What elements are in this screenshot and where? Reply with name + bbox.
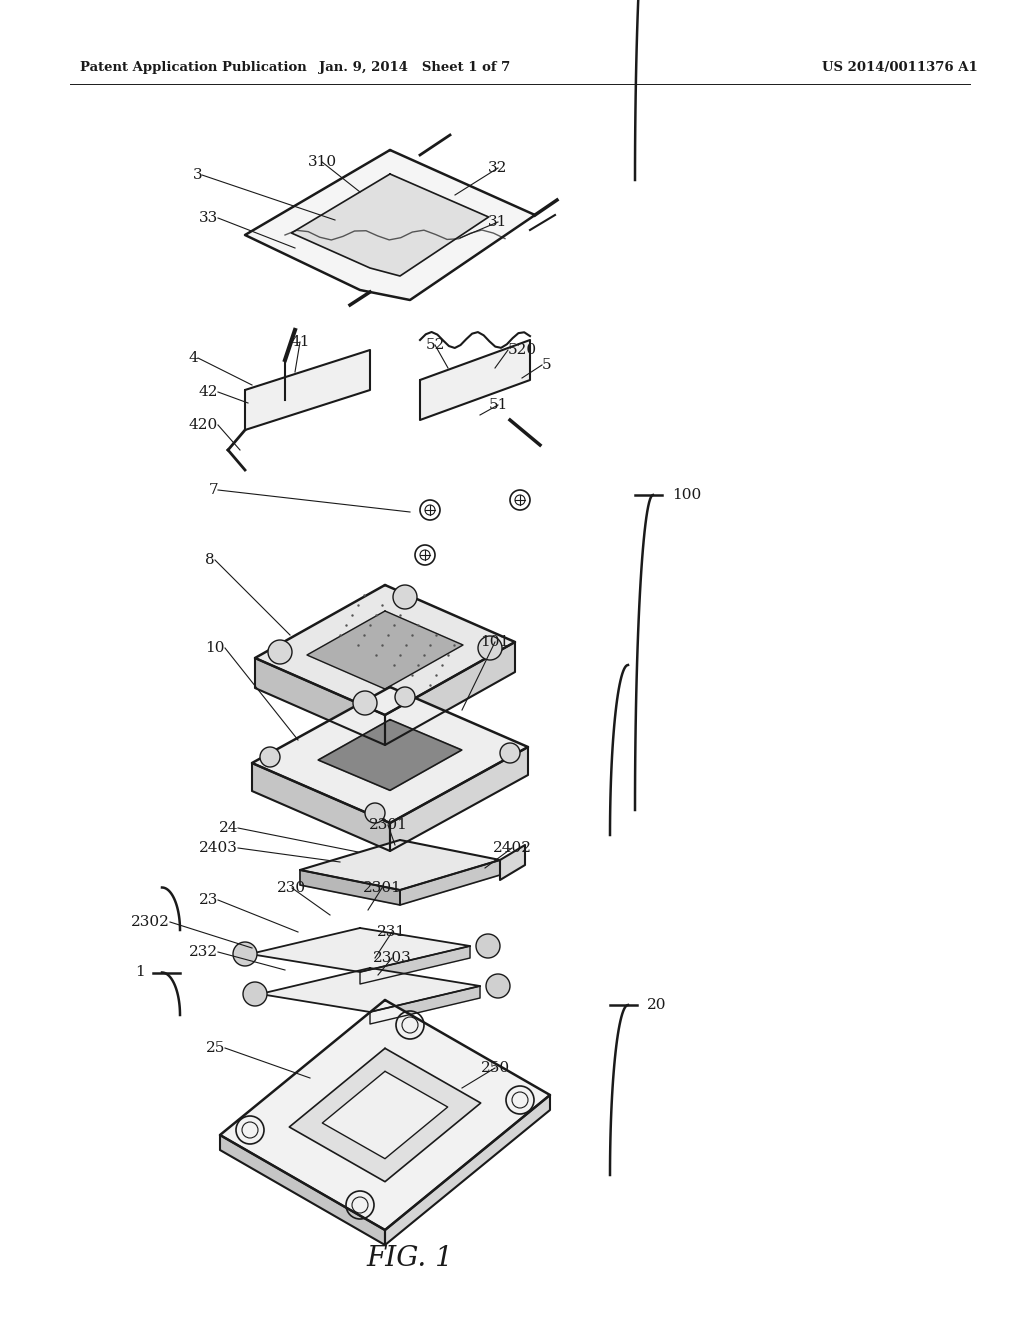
Text: FIG. 1: FIG. 1	[367, 1245, 454, 1271]
Text: 100: 100	[672, 488, 701, 502]
Polygon shape	[300, 840, 500, 890]
Circle shape	[486, 974, 510, 998]
Text: 23: 23	[199, 894, 218, 907]
Polygon shape	[255, 585, 515, 715]
Text: 42: 42	[199, 385, 218, 399]
Text: 1: 1	[135, 965, 145, 979]
Text: 101: 101	[480, 635, 510, 649]
Text: 20: 20	[647, 998, 667, 1012]
Polygon shape	[385, 1096, 550, 1245]
Polygon shape	[390, 747, 528, 851]
Polygon shape	[370, 986, 480, 1024]
Polygon shape	[420, 341, 530, 420]
Text: 310: 310	[307, 154, 337, 169]
Polygon shape	[385, 642, 515, 744]
Polygon shape	[220, 1001, 550, 1230]
Polygon shape	[252, 763, 390, 851]
Text: 2302: 2302	[131, 915, 170, 929]
Text: Patent Application Publication: Patent Application Publication	[80, 62, 307, 74]
Polygon shape	[220, 1135, 385, 1245]
Text: 5: 5	[542, 358, 552, 372]
Polygon shape	[307, 611, 463, 689]
Polygon shape	[245, 150, 535, 300]
Circle shape	[243, 982, 267, 1006]
Polygon shape	[300, 870, 400, 906]
Text: 8: 8	[206, 553, 215, 568]
Polygon shape	[245, 350, 370, 430]
Text: 2402: 2402	[493, 841, 531, 855]
Text: Jan. 9, 2014   Sheet 1 of 7: Jan. 9, 2014 Sheet 1 of 7	[319, 62, 511, 74]
Circle shape	[395, 686, 415, 708]
Circle shape	[476, 935, 500, 958]
Text: 231: 231	[378, 925, 407, 939]
Text: 51: 51	[488, 399, 508, 412]
Text: 31: 31	[488, 215, 508, 228]
Text: 2303: 2303	[373, 950, 412, 965]
Polygon shape	[360, 946, 470, 983]
Circle shape	[233, 942, 257, 966]
Circle shape	[393, 585, 417, 609]
Text: 2403: 2403	[199, 841, 238, 855]
Polygon shape	[292, 174, 488, 276]
Polygon shape	[500, 845, 525, 880]
Text: 25: 25	[206, 1041, 225, 1055]
Circle shape	[478, 636, 502, 660]
Polygon shape	[250, 928, 470, 972]
Text: 32: 32	[488, 161, 508, 176]
Circle shape	[500, 743, 520, 763]
Text: US 2014/0011376 A1: US 2014/0011376 A1	[822, 62, 978, 74]
Text: 2301: 2301	[369, 818, 408, 832]
Circle shape	[365, 803, 385, 822]
Circle shape	[268, 640, 292, 664]
Circle shape	[260, 747, 280, 767]
Text: 250: 250	[480, 1061, 510, 1074]
Text: 420: 420	[188, 418, 218, 432]
Text: 24: 24	[218, 821, 238, 836]
Polygon shape	[318, 719, 462, 791]
Text: 230: 230	[278, 880, 306, 895]
Polygon shape	[323, 1072, 447, 1159]
Polygon shape	[260, 968, 480, 1012]
Text: 7: 7	[208, 483, 218, 498]
Text: 2301: 2301	[362, 880, 401, 895]
Text: 232: 232	[188, 945, 218, 960]
Polygon shape	[400, 861, 500, 906]
Text: 10: 10	[206, 642, 225, 655]
Polygon shape	[290, 1048, 480, 1181]
Text: 52: 52	[425, 338, 444, 352]
Text: 520: 520	[508, 343, 538, 356]
Polygon shape	[252, 686, 528, 822]
Text: 33: 33	[199, 211, 218, 224]
Polygon shape	[255, 657, 385, 744]
Text: 3: 3	[193, 168, 202, 182]
Circle shape	[353, 690, 377, 715]
Text: 41: 41	[290, 335, 309, 348]
Text: 4: 4	[188, 351, 198, 366]
